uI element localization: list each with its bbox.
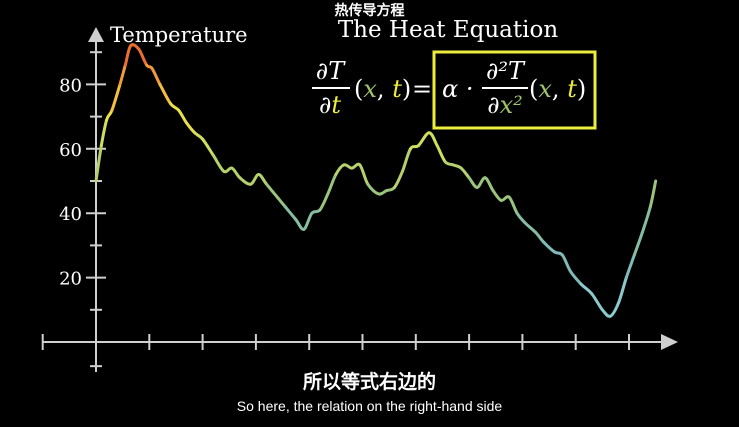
subtitle-chinese: 所以等式右边的 (302, 371, 436, 393)
curve-segment (201, 137, 215, 157)
curve-segment (648, 179, 658, 209)
y-axis-label: Temperature (110, 23, 248, 47)
curve-segment (523, 221, 538, 235)
curve-segment (542, 240, 556, 254)
curve-segment (616, 276, 628, 305)
curve-segment (249, 173, 261, 186)
lhs-t-var: t (392, 75, 402, 103)
curve-segment (294, 218, 306, 231)
rhs-x-squared: x² (500, 91, 523, 119)
curve-segment (416, 131, 431, 148)
chinese-title-caption: 热传导方程 (334, 3, 405, 19)
rhs-t-var: t (567, 75, 577, 103)
curve-segment (590, 292, 604, 312)
lhs-denominator: ∂t (319, 91, 341, 119)
curve-segment (467, 176, 479, 189)
curve-segment (265, 182, 279, 199)
curve-segment (238, 176, 253, 186)
rhs-highlight-box (432, 50, 597, 130)
rhs-args-close: ) (577, 75, 586, 103)
curve-segment (230, 166, 242, 180)
curve-segment (275, 195, 287, 209)
curve-segment (534, 231, 546, 244)
subtitle-english: So here, the relation on the right-hand … (236, 398, 503, 414)
curve-segment (624, 253, 636, 280)
x-ticks (41, 334, 630, 350)
equation-title: The Heat Equation (338, 17, 558, 43)
rhs-arguments: (x, t) (529, 75, 586, 103)
curve-segment (459, 166, 471, 180)
lhs-arguments: (x, t) (354, 75, 411, 103)
curve-segment (257, 173, 269, 186)
curve-segment (608, 301, 620, 318)
rhs-x-var: x (538, 75, 552, 103)
x-axis (41, 334, 678, 350)
rhs-denominator: ∂x² (487, 91, 523, 119)
curve-segment (326, 173, 338, 196)
lhs-numerator: ∂T (316, 57, 346, 85)
curve-segment (123, 44, 133, 67)
curve-segment (118, 63, 127, 86)
curve-segment (211, 153, 226, 173)
curve-segment (568, 269, 583, 286)
curve-segment (158, 82, 173, 106)
curve-segment (193, 131, 205, 141)
curve-segment (169, 102, 181, 112)
curve-segment (515, 211, 527, 225)
y-tick-label: 60 (59, 140, 82, 161)
rhs-numerator: ∂²T (486, 57, 526, 85)
curve-segment (366, 182, 380, 196)
curve-segment (560, 253, 572, 273)
lhs-time-var: t (331, 91, 341, 119)
curve-segment (185, 121, 197, 135)
lhs-x-var: x (363, 75, 377, 103)
y-ticks: 20 40 60 80 (59, 51, 106, 368)
curve-segment (302, 211, 314, 231)
y-tick-label: 40 (59, 204, 82, 225)
lhs-args-close: ) (402, 75, 411, 103)
curve-segment (435, 144, 447, 164)
curve-segment (483, 176, 495, 193)
curve-segment (507, 195, 519, 215)
rhs-args-open: ( (529, 75, 538, 103)
curve-segment (99, 118, 109, 148)
lhs-partial-symbol: ∂ (319, 91, 331, 119)
curve-segment (137, 47, 149, 67)
temperature-curve (94, 43, 658, 318)
curve-segment (392, 169, 404, 189)
curve-segment (334, 163, 346, 177)
curve-segment (105, 108, 114, 122)
y-axis-arrowhead (88, 27, 104, 42)
heat-equation: ∂T ∂t (x, t) = α · ∂²T ∂x² (x, t) (312, 50, 597, 130)
rhs-partial-symbol: ∂ (487, 91, 499, 119)
curve-segment (427, 131, 439, 148)
curve-segment (358, 163, 370, 186)
curve-segment (318, 192, 330, 212)
equals-sign: = (412, 75, 432, 103)
x-axis-arrowhead (661, 334, 678, 350)
lhs-args-open: ( (354, 75, 363, 103)
alpha-coefficient: α · (442, 75, 473, 103)
curve-segment (640, 205, 652, 235)
curve-segment (150, 66, 162, 86)
curve-segment (110, 82, 122, 112)
curve-segment (632, 231, 644, 257)
y-tick-label: 20 (59, 269, 82, 290)
curve-segment (177, 108, 189, 125)
curve-segment (579, 282, 594, 296)
curve-segment (283, 205, 298, 222)
curve-segment (491, 189, 503, 202)
y-axis: Temperature 20 40 60 80 (59, 23, 248, 372)
y-tick-label: 80 (59, 75, 82, 96)
curve-segment (475, 176, 487, 189)
curve-segment (94, 144, 103, 183)
rhs-args-comma: , (552, 75, 567, 103)
lhs-args-comma: , (377, 75, 392, 103)
curve-segment (400, 147, 412, 173)
